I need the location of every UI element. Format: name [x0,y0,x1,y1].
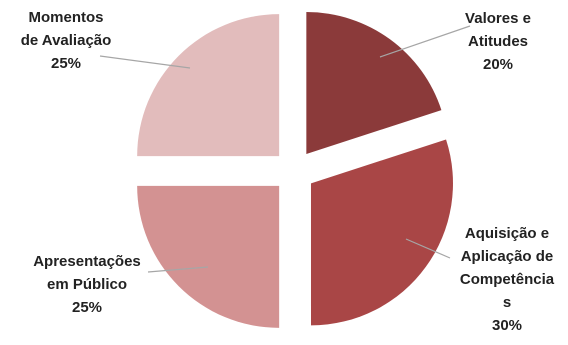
slice-name-line: em Público [47,276,127,293]
pie-slice-valores-e-atitudes [306,12,442,155]
pie-slice-apresentacoes-em-publico [137,185,280,328]
slice-name-line: de Avaliação [21,32,112,49]
slice-label-aquisicao-e-aplicacao-de-competencias: Aquisição e Aplicação de Competência s 30% [460,225,555,334]
leader-line-aquisicao-e-aplicacao-de-competencias [405,238,451,259]
slice-percent-label: 30% [492,317,522,334]
slice-name-line: Momentos [29,9,104,26]
slice-name-line: Valores e [465,10,531,27]
leader-line-valores-e-atitudes [379,25,471,58]
slice-label-apresentacoes-em-publico: Apresentações em Público 25% [33,253,141,316]
leader-line-apresentacoes-em-publico [147,266,209,273]
pie-slice-momentos-de-avaliacao [137,14,280,157]
slice-percent-label: 20% [483,56,513,73]
slice-name-line: Competência [460,271,555,288]
slice-label-momentos-de-avaliacao: Momentos de Avaliação 25% [21,9,112,72]
slice-percent-label: 25% [72,299,102,316]
pie-slice-aquisicao-e-aplicacao-de-competencias [310,139,453,326]
pie-slices [137,12,453,328]
leader-line-momentos-de-avaliacao [99,55,191,69]
leader-lines [99,25,471,273]
slice-name-line: Aplicação de [461,248,554,265]
slice-name-line: Atitudes [468,33,528,50]
slice-labels: Valores e Atitudes 20% Aquisição e Aplicação… [21,9,555,334]
slice-label-valores-e-atitudes: Valores e Atitudes 20% [465,10,531,73]
slice-name-line: Apresentações [33,253,141,270]
slice-percent-label: 25% [51,55,81,72]
slice-name-line: Aquisição e [465,225,549,242]
slice-name-line: s [503,294,511,311]
